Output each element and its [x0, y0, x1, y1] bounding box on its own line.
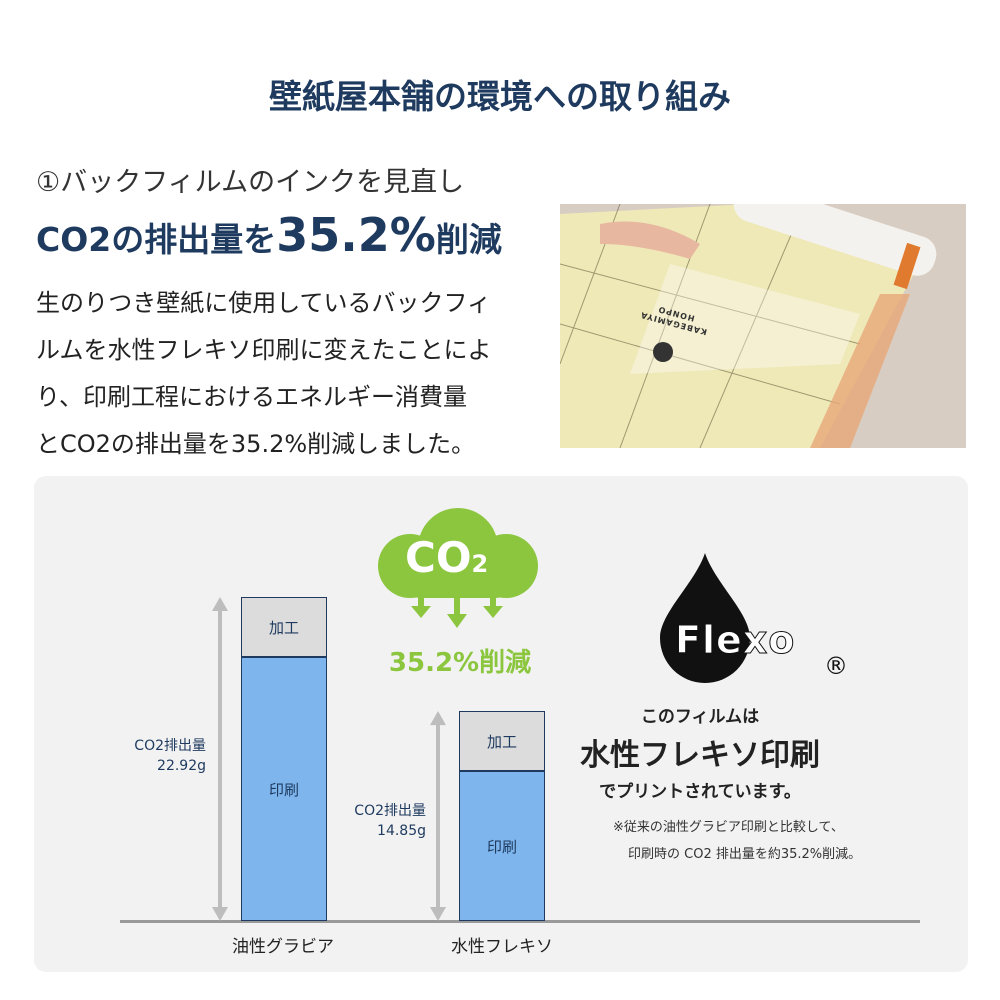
headline-pre: CO2の排出量を	[36, 220, 277, 259]
value-label-title: CO2排出量	[354, 803, 426, 820]
reduction-label: 35.2%削減	[388, 648, 532, 678]
headline-post: 削減	[435, 220, 502, 259]
body-line: ルムを水性フレキソ印刷に変えたことによ	[36, 336, 492, 364]
cloud-label-main: CO	[405, 533, 472, 582]
cloud-label-sub: 2	[471, 550, 489, 578]
value-label-gravure: CO2排出量 22.92g	[100, 736, 206, 776]
value-label-title: CO2排出量	[134, 738, 206, 755]
flexo-line3: でプリントされています。	[599, 782, 801, 802]
value-label-flexo: CO2排出量 14.85g	[320, 801, 426, 841]
flexo-note2: 印刷時の CO2 排出量を約35.2%削減。	[628, 847, 862, 862]
segment-printing: 印刷	[241, 657, 327, 921]
body-line: 生のりつき壁紙に使用しているバックフィ	[36, 289, 492, 317]
category-gravure: 油性グラビア	[232, 937, 334, 957]
bar-gravure: 加工 印刷	[241, 597, 327, 921]
flexo-note1: ※従来の油性グラビア印刷と比較して、	[613, 820, 844, 835]
body-text: 生のりつき壁紙に使用しているバックフィ ルムを水性フレキソ印刷に変えたことによ …	[36, 280, 536, 468]
value-text: 22.92g	[157, 758, 206, 775]
body-line: り、印刷工程におけるエネルギー消費量	[36, 383, 468, 411]
segment-printing: 印刷	[459, 771, 545, 921]
category-flexo: 水性フレキソ	[451, 937, 553, 957]
headline-value: 35.2%	[276, 208, 436, 262]
flexo-line1: このフィルムは	[640, 707, 760, 727]
product-photo: KABEGAMIYA HONPO	[560, 204, 966, 448]
registered-mark: ®	[824, 652, 848, 680]
flexo-line2: 水性フレキソ印刷	[580, 738, 820, 773]
x-axis	[120, 920, 920, 923]
flexo-drop-logo	[655, 553, 755, 687]
bar-flexo: 加工 印刷	[459, 711, 545, 921]
headline: CO2の排出量を35.2%削減	[36, 208, 502, 262]
segment-processing: 加工	[241, 597, 327, 657]
page-title: 壁紙屋本舗の環境への取り組み	[269, 77, 731, 116]
height-arrow	[212, 597, 228, 921]
body-line: とCO2の排出量を35.2%削減しました。	[36, 430, 476, 458]
section-subtitle: ①バックフィルムのインクを見直し	[36, 167, 465, 198]
flexo-logo-text: Flexo	[674, 618, 796, 663]
co2-cloud-icon	[370, 500, 546, 630]
cloud-label: CO2	[405, 533, 488, 582]
value-text: 14.85g	[377, 823, 426, 840]
segment-processing: 加工	[459, 711, 545, 772]
height-arrow	[430, 711, 446, 921]
